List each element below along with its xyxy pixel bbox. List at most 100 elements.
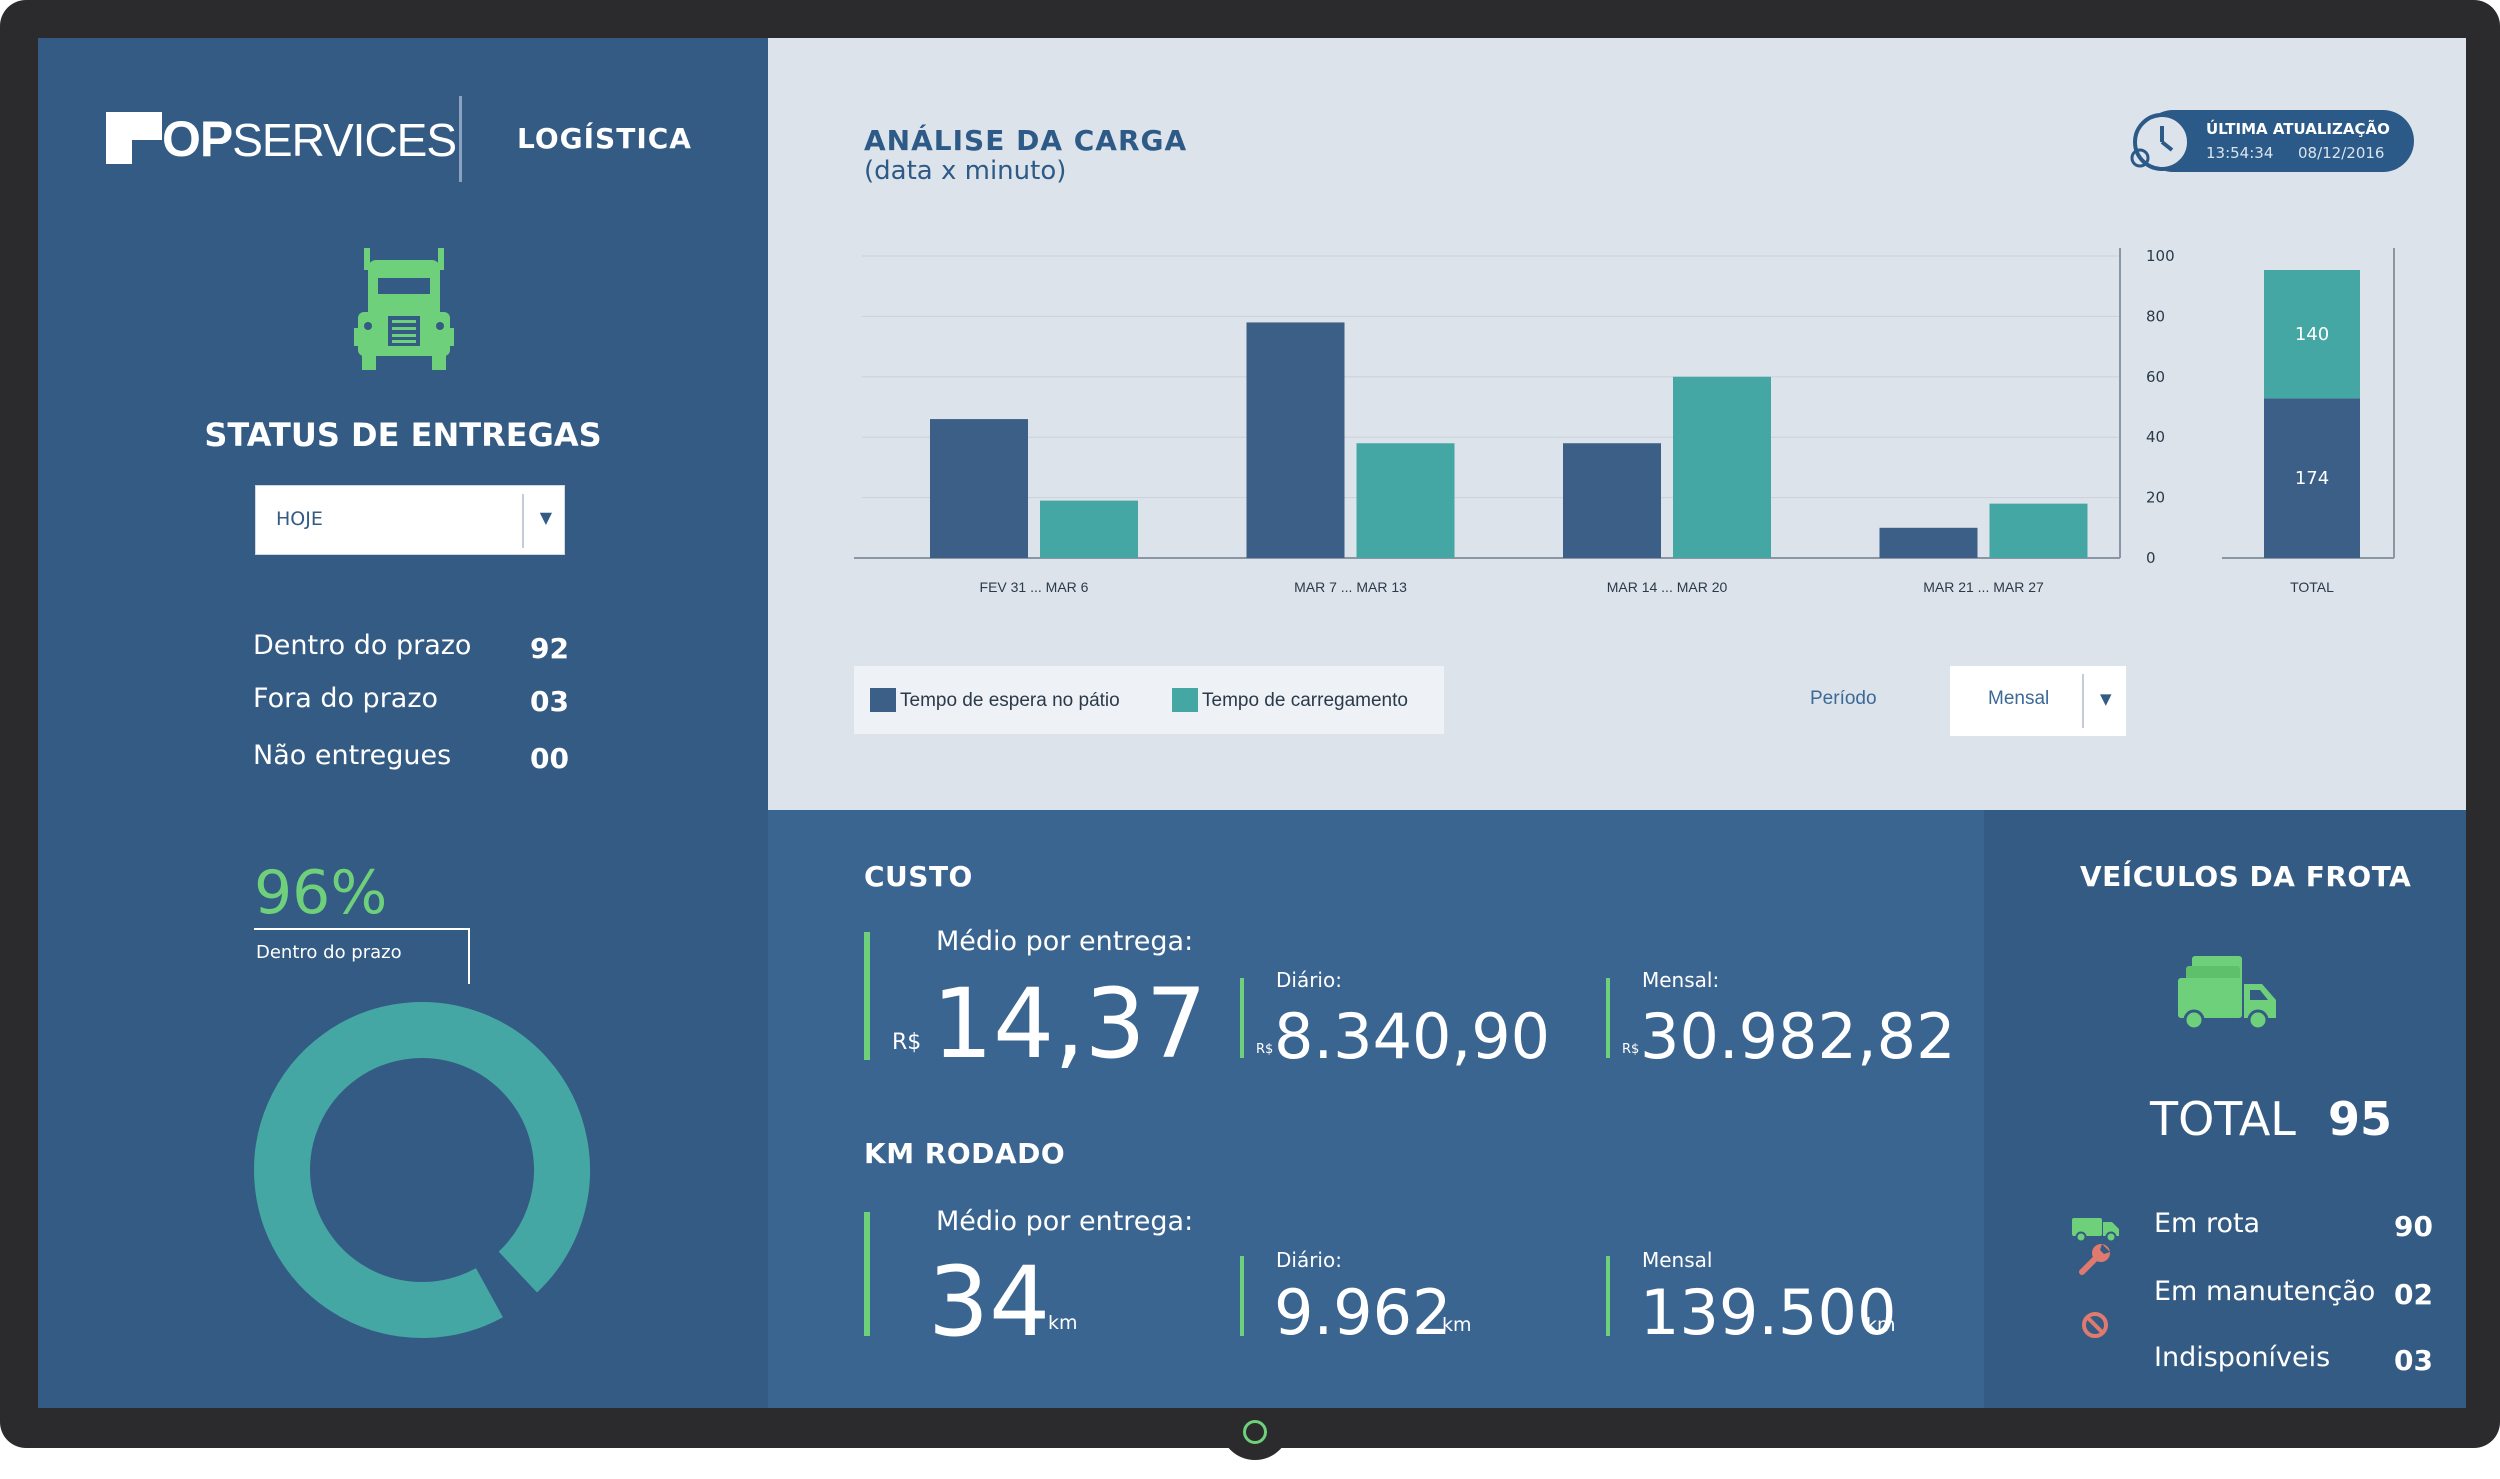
legend-label-loading: Tempo de carregamento <box>1202 690 1408 711</box>
cost-monthly-label: Mensal: <box>1642 968 1720 992</box>
logo-divider <box>459 96 462 182</box>
y-tick-label: 80 <box>2146 307 2165 325</box>
prohibited-icon <box>2082 1312 2108 1338</box>
x-tick-label: MAR 21 ... MAR 27 <box>1923 579 2044 595</box>
cost-accent-bar <box>864 932 870 1060</box>
y-tick-label: 0 <box>2146 549 2156 567</box>
km-monthly-value: 139.500 <box>1640 1276 1897 1349</box>
km-daily-value: 9.962 <box>1274 1276 1452 1349</box>
fleet-en-route-value: 90 <box>2394 1210 2433 1243</box>
logo-text: OPSERVICES <box>162 110 457 168</box>
bar <box>1246 322 1345 558</box>
data-label: 140 <box>2295 324 2329 345</box>
period-label: Período <box>1810 688 1877 709</box>
period-select[interactable]: Mensal ▼ <box>1950 666 2126 736</box>
data-label: 174 <box>2295 468 2329 489</box>
fleet-total-value: 95 <box>2328 1092 2393 1146</box>
stat-value-on-time: 92 <box>530 632 569 665</box>
cost-daily-currency: R$ <box>1256 1042 1274 1057</box>
chart-title: ANÁLISE DA CARGA <box>864 124 1188 157</box>
fleet-en-route-label: Em rota <box>2154 1208 2261 1239</box>
stat-label-undelivered: Não entregues <box>253 740 452 771</box>
total-bar-segment <box>2264 398 2360 558</box>
x-tick-label: MAR 14 ... MAR 20 <box>1607 579 1728 595</box>
logo-bold: OP <box>162 111 233 167</box>
km-daily-accent-bar <box>1240 1256 1244 1336</box>
bar <box>1989 503 2088 558</box>
donut-arc <box>254 1002 590 1338</box>
chart-legend: Tempo de espera no pátio Tempo de carreg… <box>854 666 1444 734</box>
y-tick-label: 60 <box>2146 368 2165 386</box>
bar <box>1356 443 1455 558</box>
logo-mark-notch <box>132 140 162 164</box>
percent-leader-line <box>468 928 470 984</box>
km-avg-unit: km <box>1048 1312 1078 1334</box>
date-filter-select[interactable]: HOJE ▼ <box>255 485 565 555</box>
bar <box>1673 376 1771 558</box>
x-tick-label: TOTAL <box>2290 579 2334 595</box>
stat-value-undelivered: 00 <box>530 742 569 775</box>
cost-monthly-accent-bar <box>1606 978 1610 1058</box>
fleet-panel <box>1984 810 2466 1408</box>
section-title: LOGÍSTICA <box>517 122 692 155</box>
truck-icon <box>2072 1218 2119 1242</box>
km-avg-value: 34 <box>928 1246 1051 1358</box>
stat-label-late: Fora do prazo <box>253 683 439 714</box>
fleet-trucks-icon <box>2178 956 2276 1031</box>
x-tick-label: FEV 31 ... MAR 6 <box>980 579 1089 595</box>
last-update-date: 08/12/2016 <box>2298 144 2385 162</box>
select-separator <box>522 494 524 548</box>
fleet-total-label: TOTAL <box>2150 1092 2296 1146</box>
truck-front-icon <box>354 248 454 370</box>
status-title: STATUS DE ENTREGAS <box>204 416 602 454</box>
x-tick-label: MAR 7 ... MAR 13 <box>1294 579 1407 595</box>
date-filter-value: HOJE <box>276 508 323 530</box>
km-monthly-accent-bar <box>1606 1256 1610 1336</box>
cost-panel <box>768 810 1984 1408</box>
legend-label-waiting: Tempo de espera no pátio <box>900 690 1120 711</box>
km-accent-bar <box>864 1212 870 1336</box>
percent-underline <box>254 928 470 930</box>
legend-swatch-loading <box>1172 688 1198 712</box>
km-monthly-label: Mensal <box>1642 1248 1713 1272</box>
on-time-percent: 96% <box>254 858 388 928</box>
chevron-down-icon[interactable]: ▼ <box>539 508 552 527</box>
km-daily-label: Diário: <box>1276 1248 1342 1272</box>
cost-daily-accent-bar <box>1240 978 1244 1058</box>
cost-avg-value: 14,37 <box>932 968 1207 1080</box>
cost-avg-currency: R$ <box>892 1030 922 1055</box>
cost-monthly-currency: R$ <box>1622 1042 1640 1057</box>
cost-daily-label: Diário: <box>1276 968 1342 992</box>
clock-refresh-icon <box>2130 113 2190 171</box>
y-tick-label: 40 <box>2146 428 2165 446</box>
cost-daily-value: 8.340,90 <box>1274 1000 1551 1073</box>
bar <box>1879 527 1978 558</box>
km-monthly-unit: km <box>1866 1314 1896 1336</box>
chart-subtitle: (data x minuto) <box>864 156 1067 186</box>
km-daily-unit: km <box>1442 1314 1472 1336</box>
last-update-title: ÚLTIMA ATUALIZAÇÃO <box>2206 120 2390 138</box>
stat-label-on-time: Dentro do prazo <box>253 630 472 661</box>
cost-monthly-value: 30.982,82 <box>1640 1000 1956 1073</box>
total-bar-segment <box>2264 270 2360 399</box>
chevron-down-icon[interactable]: ▼ <box>2100 690 2112 708</box>
logo-rest: SERVICES <box>232 114 457 166</box>
select-separator <box>2082 674 2084 728</box>
bar <box>930 419 1028 558</box>
period-value: Mensal <box>1988 688 2050 709</box>
stat-value-late: 03 <box>530 685 569 718</box>
bar <box>1563 443 1661 558</box>
fleet-title: VEÍCULOS DA FROTA <box>2080 860 2412 893</box>
bar <box>1040 500 1138 558</box>
y-tick-label: 100 <box>2146 247 2175 265</box>
fleet-maintenance-value: 02 <box>2394 1278 2433 1311</box>
load-bar-chart: 0 20 40 60 80 100 FEV 31 ... MAR 6 MAR 7 ... MA… <box>854 247 2395 595</box>
fleet-unavailable-value: 03 <box>2394 1344 2433 1377</box>
y-tick-label: 20 <box>2146 489 2165 507</box>
legend-swatch-waiting <box>870 688 896 712</box>
km-avg-label: Médio por entrega: <box>936 1206 1194 1237</box>
last-update-time: 13:54:34 <box>2206 144 2274 162</box>
load-analysis-panel: ANÁLISE DA CARGA (data x minuto) ÚLTIMA … <box>768 38 2466 810</box>
fleet-maintenance-label: Em manutenção <box>2154 1276 2376 1307</box>
dashboard-screen: OPSERVICES LOGÍSTICA STATUS DE ENTREGAS … <box>38 38 2466 1408</box>
